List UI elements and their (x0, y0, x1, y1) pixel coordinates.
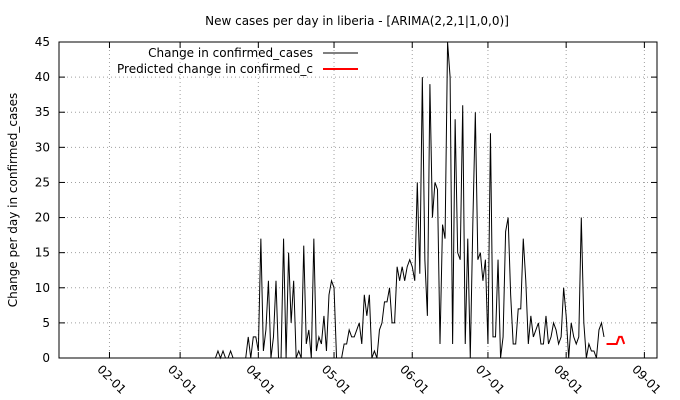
y-tick-label: 35 (35, 105, 50, 119)
x-tick-label: 05-01 (319, 362, 354, 397)
x-tick-label: 02-01 (94, 362, 129, 397)
x-tick-label: 09-01 (629, 362, 664, 397)
y-tick-label: 25 (35, 175, 50, 189)
chart-title: New cases per day in liberia - [ARIMA(2,… (205, 14, 509, 28)
series-line-predicted (606, 335, 626, 345)
x-tick-label: 04-01 (243, 362, 278, 397)
y-axis-label: Change per day in confirmed_cases (6, 93, 20, 308)
series-line-observed (64, 41, 605, 360)
grid (59, 42, 657, 358)
y-tick-label: 10 (35, 281, 50, 295)
legend: Change in confirmed_cases Predicted chang… (117, 46, 358, 76)
x-tick-label: 06-01 (397, 362, 432, 397)
legend-label: Predicted change in confirmed_c (117, 62, 313, 76)
y-tick-label: 5 (42, 316, 50, 330)
x-tick-label: 03-01 (165, 362, 200, 397)
y-tick-label: 45 (35, 35, 50, 49)
legend-label: Change in confirmed_cases (148, 46, 313, 60)
y-tick-label: 40 (35, 70, 50, 84)
plot-frame (58, 41, 658, 359)
x-tick-label: 07-01 (473, 362, 508, 397)
y-tick-label: 0 (42, 351, 50, 365)
y-tick-label: 30 (35, 140, 50, 154)
y-tick-label: 15 (35, 246, 50, 260)
series-layer (64, 41, 626, 360)
x-tick-label: 08-01 (551, 362, 586, 397)
y-tick-label: 20 (35, 211, 50, 225)
